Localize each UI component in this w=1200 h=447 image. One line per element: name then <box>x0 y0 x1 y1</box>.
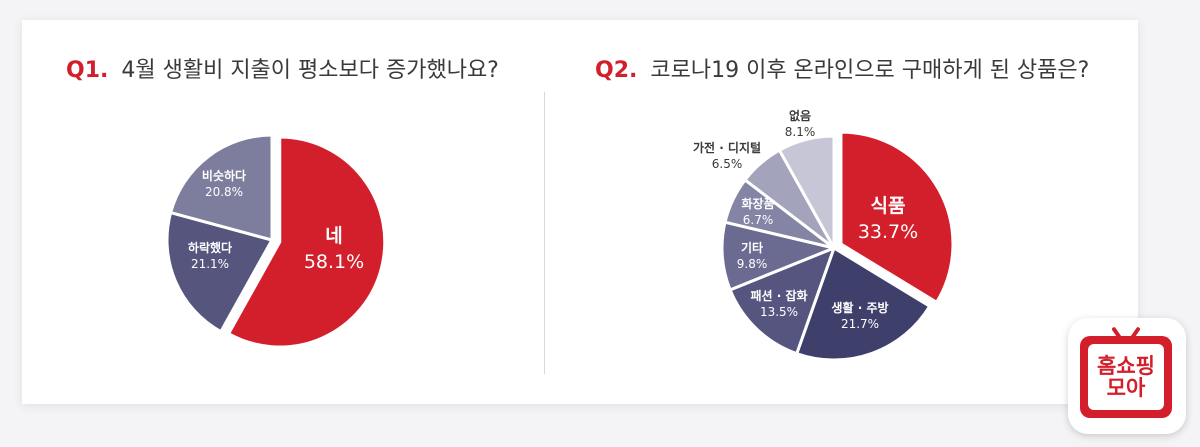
pie2-slice-식품 <box>839 130 955 304</box>
pie2-value-기타: 9.8% <box>737 257 768 271</box>
pie1-label-하락했다: 하락했다 <box>188 240 232 255</box>
pie2-value-패션-잡화: 13.5% <box>760 305 798 319</box>
pie2-slice-생활-주방 <box>795 246 932 362</box>
pie2-value-가전-디지털: 6.5% <box>712 157 743 171</box>
pie2-label-화장품: 화장품 <box>741 196 774 211</box>
pie1-value-하락했다: 21.1% <box>191 257 229 271</box>
divider <box>544 92 545 374</box>
logo-line2: 모아 <box>1106 376 1146 400</box>
pie2-slice-없음 <box>777 134 836 250</box>
q2-question: 코로나19 이후 온라인으로 구매하게 된 상품은? <box>650 58 1090 83</box>
pie2-label-가전-디지털: 가전 · 디지털 <box>693 140 761 155</box>
pie2-label-패션-잡화: 패션 · 잡화 <box>750 288 807 303</box>
pie2-label-없음: 없음 <box>789 108 811 123</box>
pie1-slice-네 <box>227 135 387 349</box>
homeshopping-moa-logo: 홈쇼핑 모아 <box>1068 318 1186 434</box>
pie1-label-비슷하다: 비슷하다 <box>202 168 246 183</box>
pie2-value-화장품: 6.7% <box>743 213 774 227</box>
pie1-slice-비슷하다 <box>169 133 274 242</box>
pie1-label-네: 네 <box>325 225 342 247</box>
q1-number: Q1. <box>66 58 109 83</box>
pie2-slice-패션-잡화 <box>728 246 836 356</box>
q2-number: Q2. <box>595 58 638 83</box>
pie2-label-생활-주방: 생활 · 주방 <box>831 300 888 315</box>
pie1-slice-하락했다 <box>165 211 274 334</box>
q1-question: 4월 생활비 지출이 평소보다 증가했나요? <box>121 58 499 83</box>
pie2-value-식품: 33.7% <box>858 221 918 243</box>
logo-text: 홈쇼핑 모아 <box>1088 344 1164 410</box>
logo-line1: 홈쇼핑 <box>1097 353 1155 378</box>
q1-title: Q1. 4월 생활비 지출이 평소보다 증가했나요? <box>66 52 499 84</box>
pie2-label-식품: 식품 <box>871 195 906 217</box>
pie2-value-생활-주방: 21.7% <box>841 317 879 331</box>
pie1-value-비슷하다: 20.8% <box>205 185 243 199</box>
pie2-label-기타: 기타 <box>741 240 763 255</box>
pie1-value-네: 58.1% <box>304 251 364 273</box>
q2-title: Q2. 코로나19 이후 온라인으로 구매하게 된 상품은? <box>595 52 1089 84</box>
pie2-value-없음: 8.1% <box>785 125 816 139</box>
